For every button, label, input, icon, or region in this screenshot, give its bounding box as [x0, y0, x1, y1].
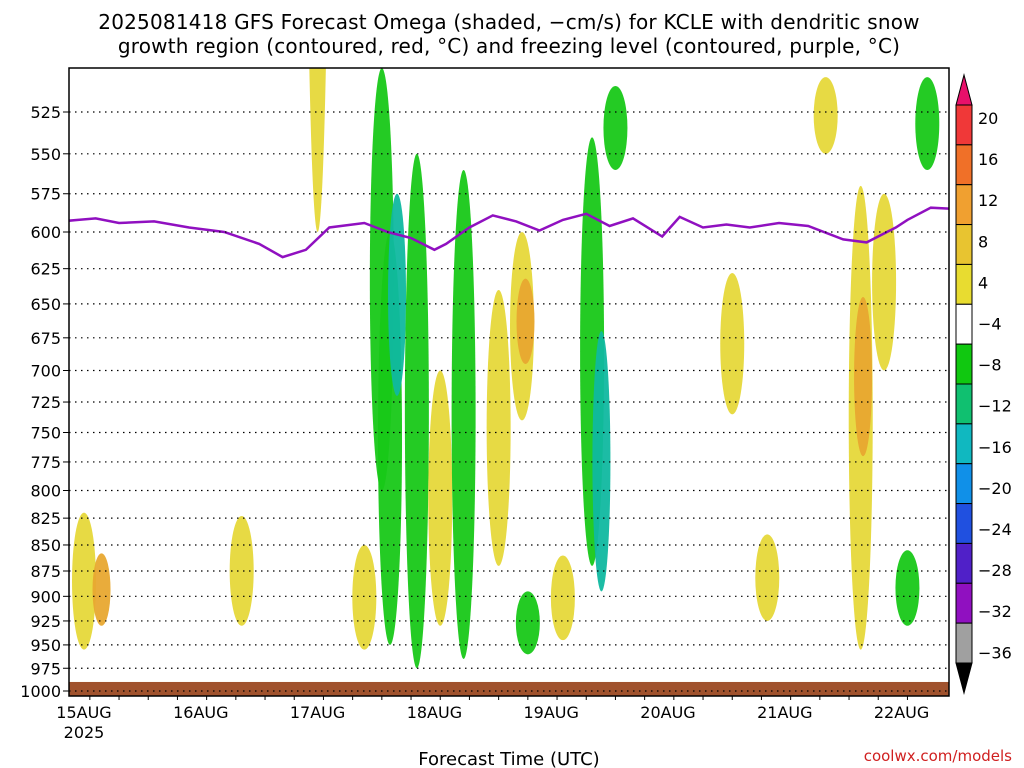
omega-region-26 [915, 77, 940, 170]
y-tick-label-1000: 1000 [20, 682, 61, 701]
omega-region-21 [813, 77, 838, 154]
x-tick-label-4: 19AUG [523, 703, 578, 722]
x-tick-label-5: 20AUG [640, 703, 695, 722]
colorbar-label-13: −36 [978, 643, 1012, 662]
omega-region-4 [352, 544, 377, 650]
colorbar-label-8: −16 [978, 438, 1012, 457]
y-tick-label-975: 975 [30, 659, 61, 678]
colorbar-box-11 [955, 542, 973, 584]
plot-inner [69, 68, 949, 696]
colorbar-box-10 [955, 503, 973, 544]
colorbar-label-0: 20 [978, 109, 998, 128]
x-tick-label-7: 22AUG [874, 703, 929, 722]
omega-region-15 [550, 555, 575, 641]
colorbar-label-4: 4 [978, 273, 988, 292]
colorbar-label-6: −8 [978, 356, 1002, 375]
colorbar-box-7 [955, 383, 973, 425]
y-tick-label-825: 825 [30, 509, 61, 528]
colorbar-box-9 [955, 463, 973, 505]
colorbar-top-arrow [955, 73, 973, 106]
y-tick-label-950: 950 [30, 636, 61, 655]
chart-title-line-2: growth region (contoured, red, °C) and f… [118, 34, 900, 58]
colorbar-box-4 [955, 263, 973, 305]
x-axis: 15AUG 16AUG 17AUG 18AUG 19AUG 20AUG 21AUG 22AUG… [56, 696, 929, 742]
colorbar-label-10: −24 [978, 520, 1012, 539]
omega-region-19 [720, 272, 745, 415]
omega-region-18 [603, 85, 628, 170]
colorbar-box-12 [955, 582, 973, 624]
y-tick-label-575: 575 [30, 185, 61, 204]
colorbar-box-0 [955, 104, 973, 146]
omega-region-24 [872, 193, 897, 371]
y-tick-label-550: 550 [30, 145, 61, 164]
omega-region-0 [72, 512, 96, 650]
omega-region-13 [516, 278, 535, 365]
colorbar-box-6 [955, 343, 973, 385]
y-tick-label-625: 625 [30, 260, 61, 279]
omega-region-8 [404, 153, 429, 669]
colorbar-box-3 [955, 224, 973, 265]
colorbar-label-5: −4 [978, 315, 1002, 334]
colorbar-label-1: 16 [978, 150, 998, 169]
y-tick-label-775: 775 [30, 453, 61, 472]
colorbar-label-12: −32 [978, 602, 1012, 621]
terrain-band [69, 681, 949, 696]
y-tick-label-900: 900 [30, 587, 61, 606]
colorbar-label-7: −12 [978, 397, 1012, 416]
x-tick-label-3: 18AUG [407, 703, 462, 722]
chart-title-line-1: 2025081418 GFS Forecast Omega (shaded, −… [98, 10, 919, 34]
colorbar-label-3: 8 [978, 232, 988, 251]
omega-region-2 [229, 515, 254, 626]
plot-frame [68, 67, 950, 697]
omega-region-10 [451, 169, 476, 659]
colorbar-box-8 [955, 423, 973, 465]
omega-region-1 [92, 553, 111, 626]
x-axis-label: Forecast Time (UTC) [418, 749, 599, 768]
y-tick-label-750: 750 [30, 423, 61, 442]
colorbar-box-13 [955, 622, 973, 664]
omega-region-20 [755, 534, 780, 621]
colorbar-label-2: 12 [978, 191, 998, 210]
omega-region-9 [428, 370, 453, 626]
grid-lines [69, 111, 949, 692]
x-tick-label-0: 15AUG [56, 703, 111, 722]
y-tick-label-525: 525 [30, 103, 61, 122]
colorbar-label-11: −28 [978, 561, 1012, 580]
x-tick-label-2: 17AUG [290, 703, 345, 722]
plot-area [68, 67, 950, 697]
x-tick-label-1: 16AUG [173, 703, 228, 722]
omega-region-7 [388, 193, 407, 396]
y-tick-label-925: 925 [30, 612, 61, 631]
colorbar: 20 16 12 8 4 −4 −8 −12 −16 −20 −24 −28 −32 −36 [955, 73, 1012, 695]
credit-text: coolwx.com/models [864, 747, 1012, 765]
colorbar-box-5 [955, 303, 973, 345]
colorbar-label-9: −20 [978, 479, 1012, 498]
y-tick-label-875: 875 [30, 562, 61, 581]
y-tick-label-700: 700 [30, 362, 61, 381]
x-tick-label-6: 21AUG [757, 703, 812, 722]
omega-region-25 [895, 550, 920, 626]
omega-region-14 [515, 591, 540, 655]
colorbar-box-1 [955, 144, 973, 186]
y-tick-label-650: 650 [30, 295, 61, 314]
colorbar-box-2 [955, 184, 973, 226]
y-tick-label-725: 725 [30, 393, 61, 412]
y-tick-label-850: 850 [30, 536, 61, 555]
y-tick-label-675: 675 [30, 329, 61, 348]
omega-region-17 [592, 331, 611, 592]
y-tick-label-600: 600 [30, 223, 61, 242]
omega-region-3 [309, 68, 326, 232]
omega-region-23 [854, 296, 873, 457]
x-tick-sublabel: 2025 [64, 723, 105, 742]
y-axis: 525 550 575 600 625 650 675 700 725 750 775 800 825 8… [20, 103, 69, 701]
y-tick-label-800: 800 [30, 481, 61, 500]
omega-region-11 [486, 289, 511, 566]
freezing-level-line [69, 206, 949, 259]
colorbar-bottom-arrow [955, 662, 973, 695]
